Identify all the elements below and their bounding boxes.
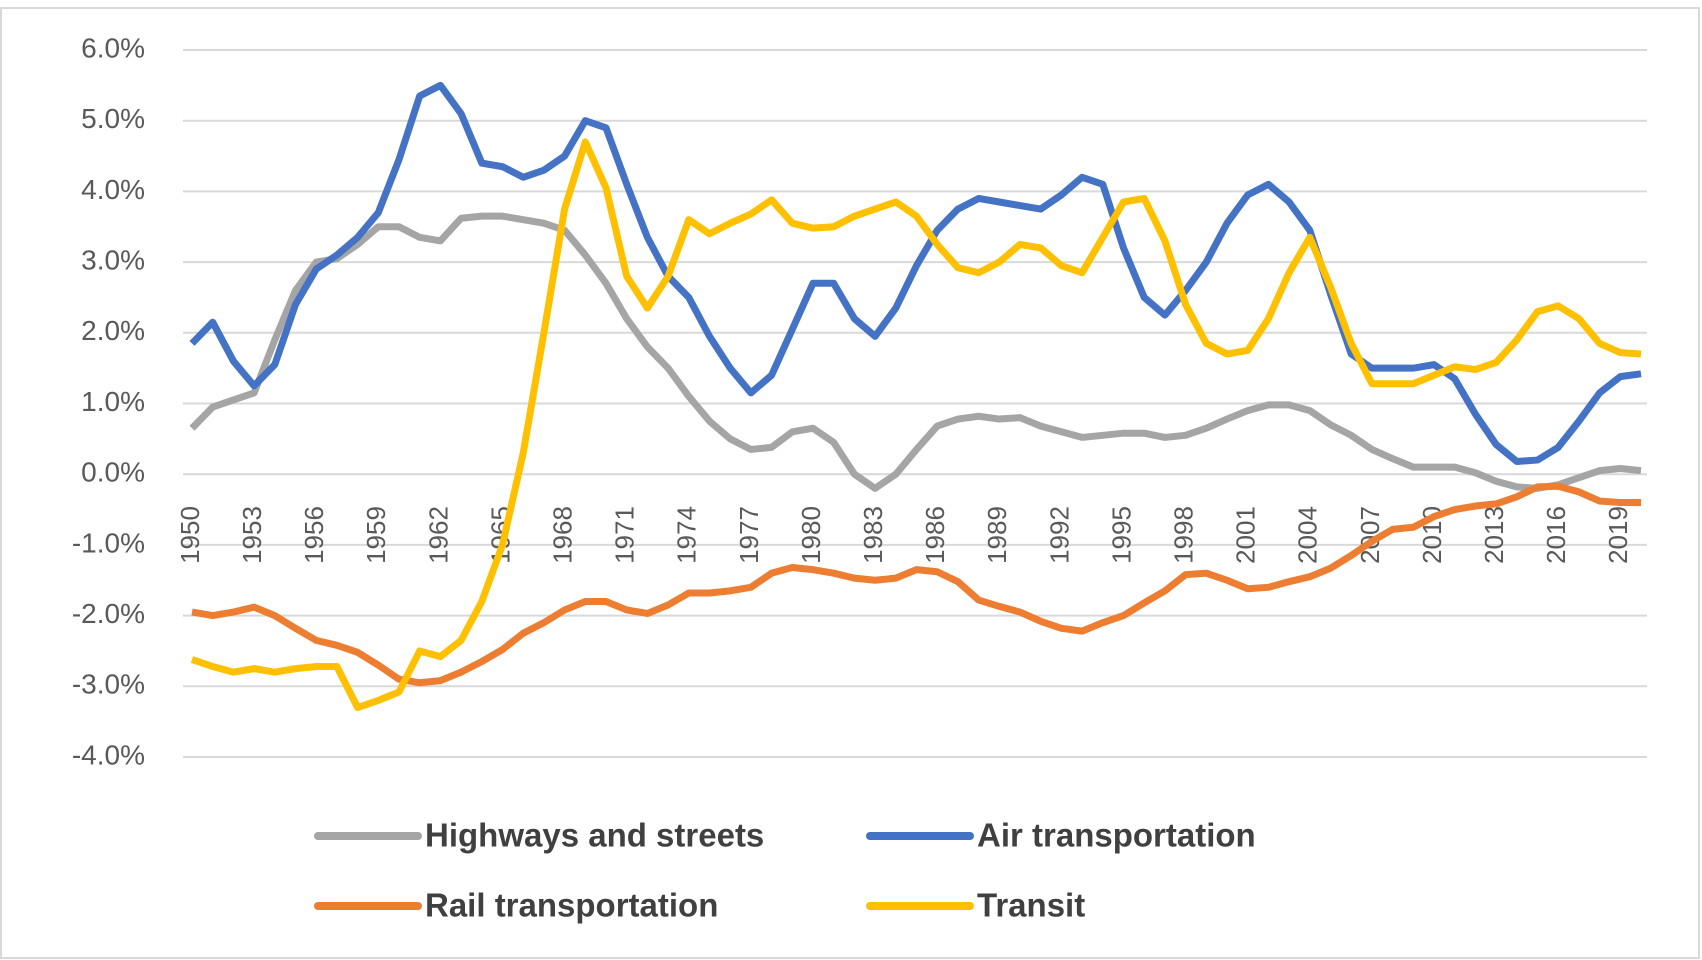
series-line [190,138,1642,712]
x-tick-label: 1983 [858,506,888,564]
x-tick-label: 1950 [175,506,205,564]
x-tick-label: 2016 [1541,506,1571,564]
y-tick-label: -2.0% [72,598,145,629]
y-tick-label: 1.0% [81,386,145,417]
series-line [189,212,1642,492]
x-tick-label: 2001 [1231,506,1261,564]
y-tick-label: 6.0% [81,32,145,63]
x-tick-label: 1959 [361,506,391,564]
x-tick-label: 2004 [1293,506,1323,564]
legend-label: Highways and streets [425,817,764,854]
x-tick-label: 2013 [1479,506,1509,564]
legend-label: Air transportation [977,817,1256,854]
x-tick-label: 1986 [920,506,950,564]
legend-label: Rail transportation [425,887,718,924]
chart-border [0,7,1700,959]
x-tick-label: 1968 [547,506,577,564]
x-tick-label: 2019 [1603,506,1633,564]
x-tick-label: 1992 [1044,506,1074,564]
y-tick-label: 4.0% [81,174,145,205]
x-tick-label: 1953 [237,506,267,564]
y-tick-label: 3.0% [81,244,145,275]
y-tick-label: 5.0% [81,103,145,134]
y-tick-label: 2.0% [81,315,145,346]
x-tick-label: 1977 [734,506,764,564]
y-tick-label: 0.0% [81,457,145,488]
x-tick-label: 1995 [1106,506,1136,564]
x-tick-label: 1998 [1168,506,1198,564]
x-tick-label: 1962 [423,506,453,564]
x-tick-label: 1974 [672,506,702,564]
x-tick-label: 1989 [982,506,1012,564]
y-tick-label: -1.0% [72,527,145,558]
x-tick-label: 1971 [610,506,640,564]
legend-label: Transit [977,887,1085,924]
x-tick-label: 1956 [299,506,329,564]
y-tick-label: -4.0% [72,739,145,770]
series-line [191,482,1641,687]
x-tick-label: 1980 [796,506,826,564]
y-tick-label: -3.0% [72,669,145,700]
series-line [189,81,1642,465]
